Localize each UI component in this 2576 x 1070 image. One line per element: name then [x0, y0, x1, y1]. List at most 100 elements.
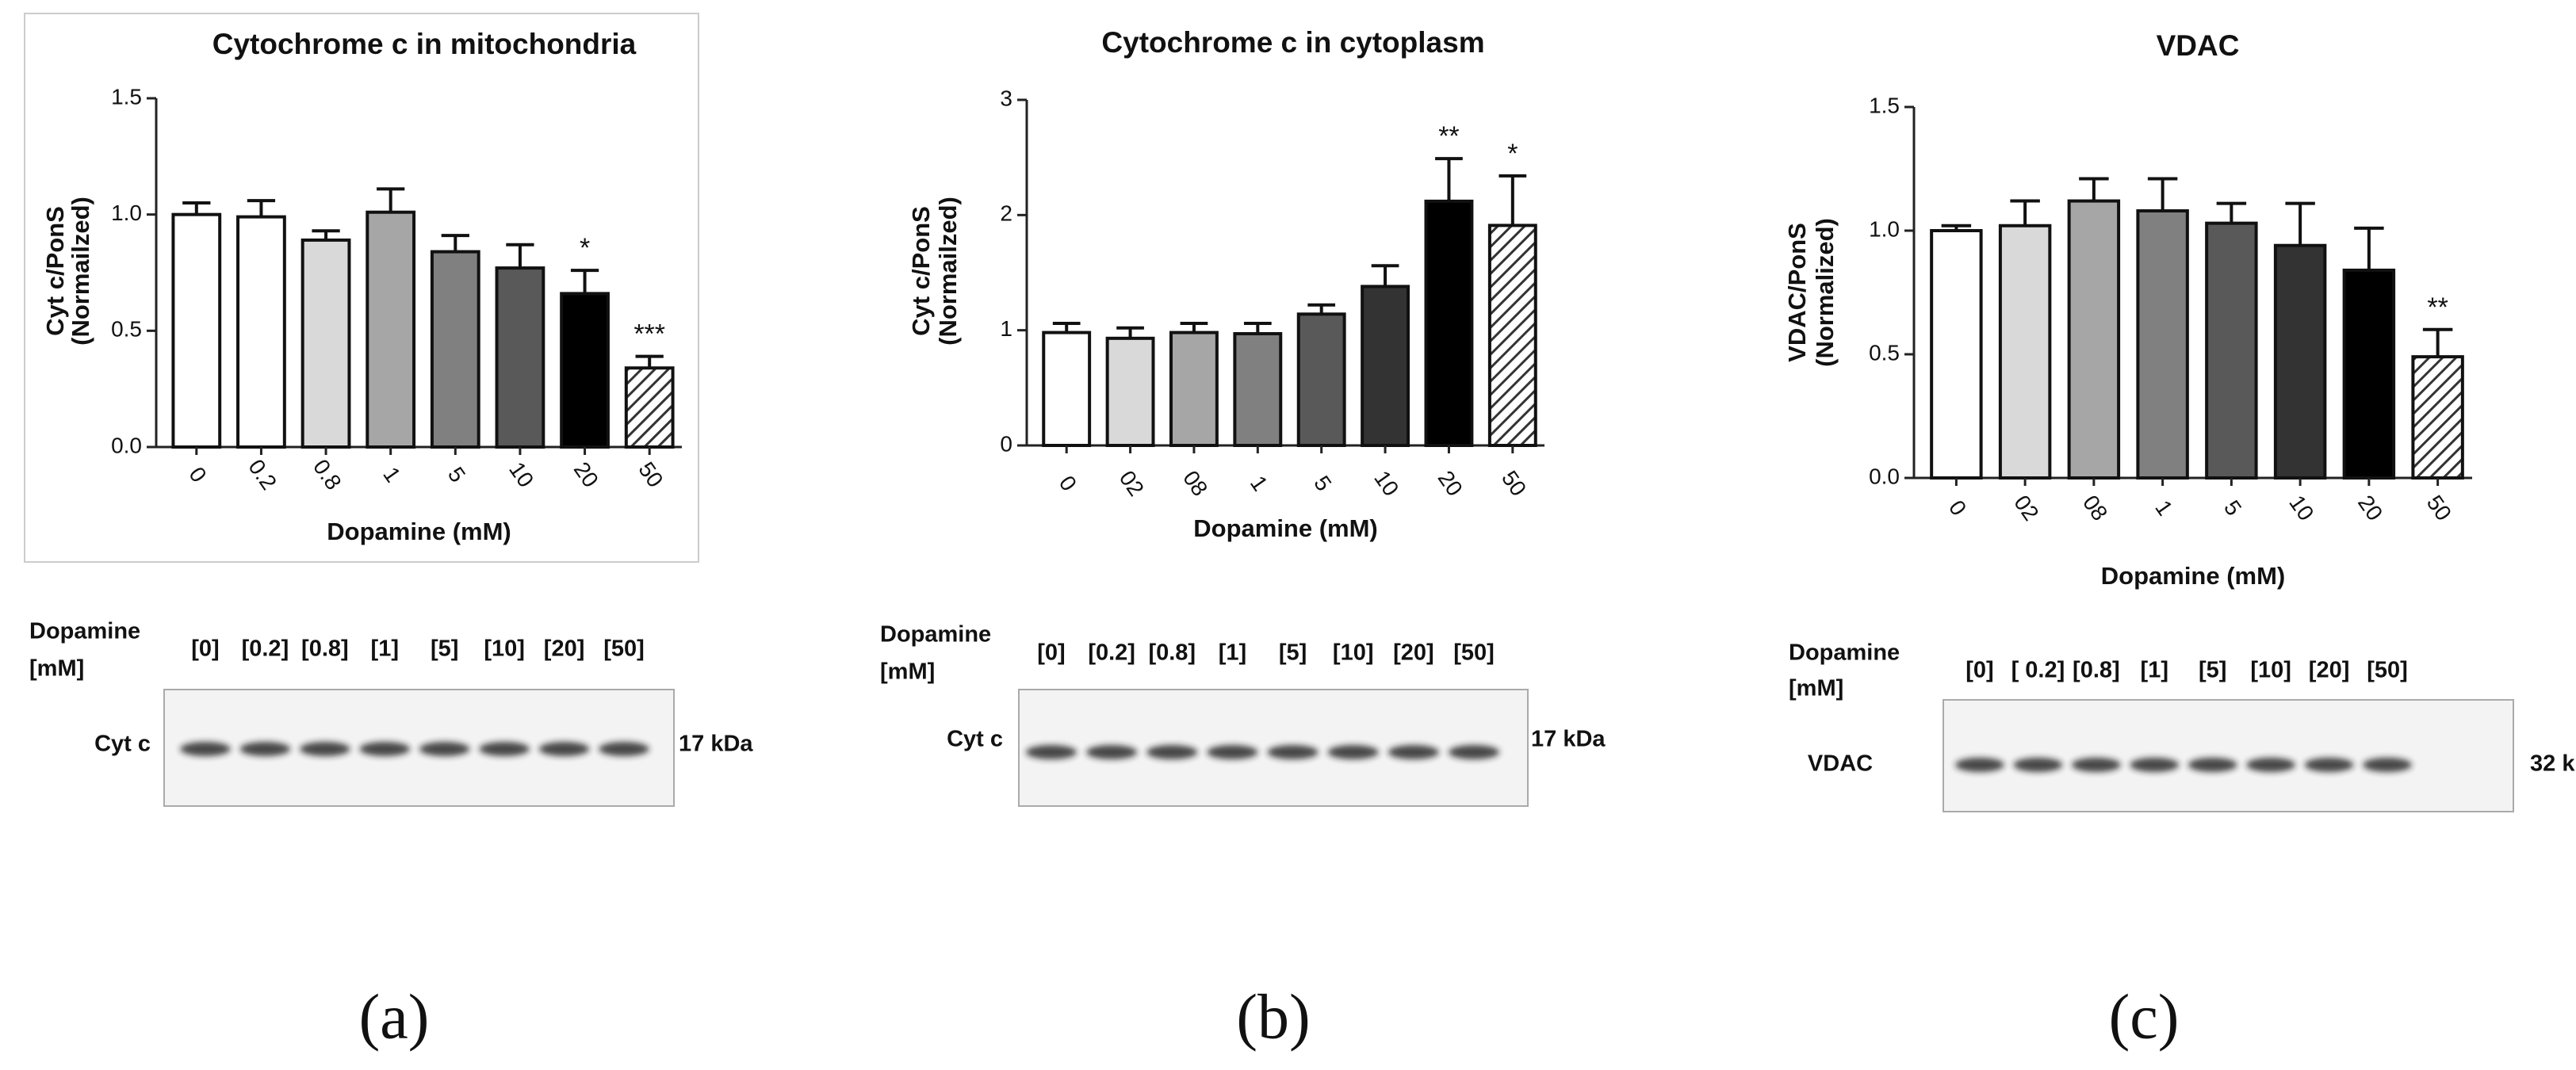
- x-axis-label: Dopamine (mM): [1193, 514, 1378, 542]
- blot-band: [2246, 758, 2295, 772]
- blot-band: [538, 742, 590, 756]
- x-axis-label: Dopamine (mM): [327, 518, 511, 545]
- blot-band: [2363, 758, 2412, 772]
- y-tick-label: 1: [1000, 316, 1012, 341]
- y-tick-label: 0.0: [111, 433, 142, 457]
- blot-band: [2072, 758, 2121, 772]
- lane-label: [5]: [2199, 658, 2226, 683]
- lane-label: [ 0.2]: [2011, 658, 2065, 683]
- lane-label: [0.8]: [301, 636, 349, 662]
- x-tick-label: 08: [2078, 491, 2112, 525]
- blot-row-label: Cyt c: [94, 732, 151, 757]
- chart-frame: [24, 13, 699, 563]
- blot-band: [1086, 745, 1138, 759]
- lane-label: [0]: [1965, 658, 1993, 683]
- x-tick-label: 0: [1055, 472, 1081, 496]
- bar: [1998, 224, 2052, 480]
- bar: [2411, 355, 2464, 480]
- y-tick-label: 1.0: [111, 201, 142, 225]
- panel-label: (c): [2109, 982, 2180, 1052]
- x-tick-label: 10: [504, 457, 538, 491]
- blot-band: [300, 742, 350, 756]
- y-axis-label: (Normailzed): [67, 197, 94, 346]
- y-tick-label: 0: [1000, 431, 1012, 456]
- x-tick-label: 02: [2009, 491, 2043, 525]
- chart-title: VDAC: [2157, 29, 2240, 62]
- blot-header: [mM]: [29, 656, 84, 682]
- lane-label: [1]: [371, 636, 399, 662]
- blot-band: [1146, 745, 1198, 759]
- blot-band: [2187, 758, 2237, 772]
- blot-header: Dopamine: [880, 622, 991, 648]
- x-tick-label: 02: [1115, 466, 1149, 500]
- bar: [430, 250, 480, 449]
- y-tick-label: 0.0: [1869, 464, 1900, 488]
- x-tick-label: 1: [1246, 472, 1273, 496]
- lane-label: [1]: [1219, 640, 1246, 666]
- lane-label: [5]: [431, 636, 458, 662]
- bar: [171, 212, 222, 449]
- chart-title: Cytochrome c in cytoplasm: [1101, 26, 1484, 59]
- chart-title: Cytochrome c in mitochondria: [212, 28, 637, 60]
- y-tick-label: 2: [1000, 201, 1012, 226]
- x-tick-label: 0.8: [308, 455, 346, 495]
- y-axis-label: (Normalized): [1811, 218, 1839, 367]
- bar: [2205, 221, 2258, 480]
- bar: [2067, 199, 2121, 480]
- y-tick-label: 3: [1000, 86, 1012, 110]
- x-tick-label: 10: [1369, 466, 1403, 500]
- panel-label: (b): [1236, 982, 1310, 1052]
- blot-band: [1449, 745, 1499, 759]
- y-tick-label: 0.5: [1869, 340, 1900, 365]
- lane-label: [0]: [191, 636, 219, 662]
- bar: [300, 238, 351, 449]
- blot-band: [359, 742, 410, 756]
- blot-band: [1207, 745, 1258, 759]
- blot-marker: 17 kDa: [1531, 727, 1606, 752]
- x-tick-label: 50: [1497, 466, 1531, 500]
- bar: [366, 210, 416, 449]
- bar: [1296, 312, 1346, 447]
- x-tick-label: 1: [2150, 496, 2177, 521]
- blot-band: [1026, 745, 1077, 759]
- blot-band: [1388, 745, 1439, 759]
- bar: [1042, 331, 1092, 447]
- blot-band: [1267, 745, 1319, 759]
- x-tick-label: 1: [378, 463, 405, 487]
- lane-label: [20]: [544, 636, 585, 662]
- bar: [1424, 199, 1474, 447]
- x-tick-label: 50: [633, 457, 668, 491]
- lane-label: [0.2]: [242, 636, 289, 662]
- bar: [495, 266, 545, 449]
- blot-band: [419, 742, 470, 756]
- lane-label: [10]: [1333, 640, 1374, 666]
- y-tick-label: 1.5: [1869, 93, 1900, 117]
- lane-label: [0.2]: [1088, 640, 1135, 666]
- bar: [1105, 336, 1155, 447]
- lane-label: [20]: [1393, 640, 1434, 666]
- lane-label: [0]: [1037, 640, 1065, 666]
- x-tick-label: 20: [2353, 491, 2387, 525]
- bar: [1233, 332, 1283, 447]
- y-axis-label: (Normailzed): [934, 197, 962, 346]
- x-tick-label: 50: [2422, 491, 2456, 525]
- blot-header: [mM]: [1789, 676, 1843, 701]
- y-axis-label: VDAC/PonS: [1783, 223, 1811, 362]
- significance: **: [2427, 292, 2448, 323]
- x-tick-label: 20: [1433, 466, 1468, 500]
- x-tick-label: 0: [1944, 496, 1971, 521]
- blot-header: Dopamine: [29, 619, 140, 644]
- blot-row-label: VDAC: [1808, 751, 1873, 777]
- x-tick-label: 0.2: [243, 455, 281, 495]
- blot-band: [180, 742, 231, 756]
- bar: [1169, 331, 1219, 447]
- x-tick-label: 5: [443, 463, 470, 487]
- bar: [2273, 243, 2327, 480]
- y-tick-label: 0.5: [111, 317, 142, 342]
- significance: *: [1507, 139, 1518, 169]
- blot-image: [1943, 699, 2514, 812]
- x-tick-label: 5: [1309, 472, 1336, 496]
- blot-band: [599, 742, 649, 756]
- lane-label: [10]: [2250, 658, 2291, 683]
